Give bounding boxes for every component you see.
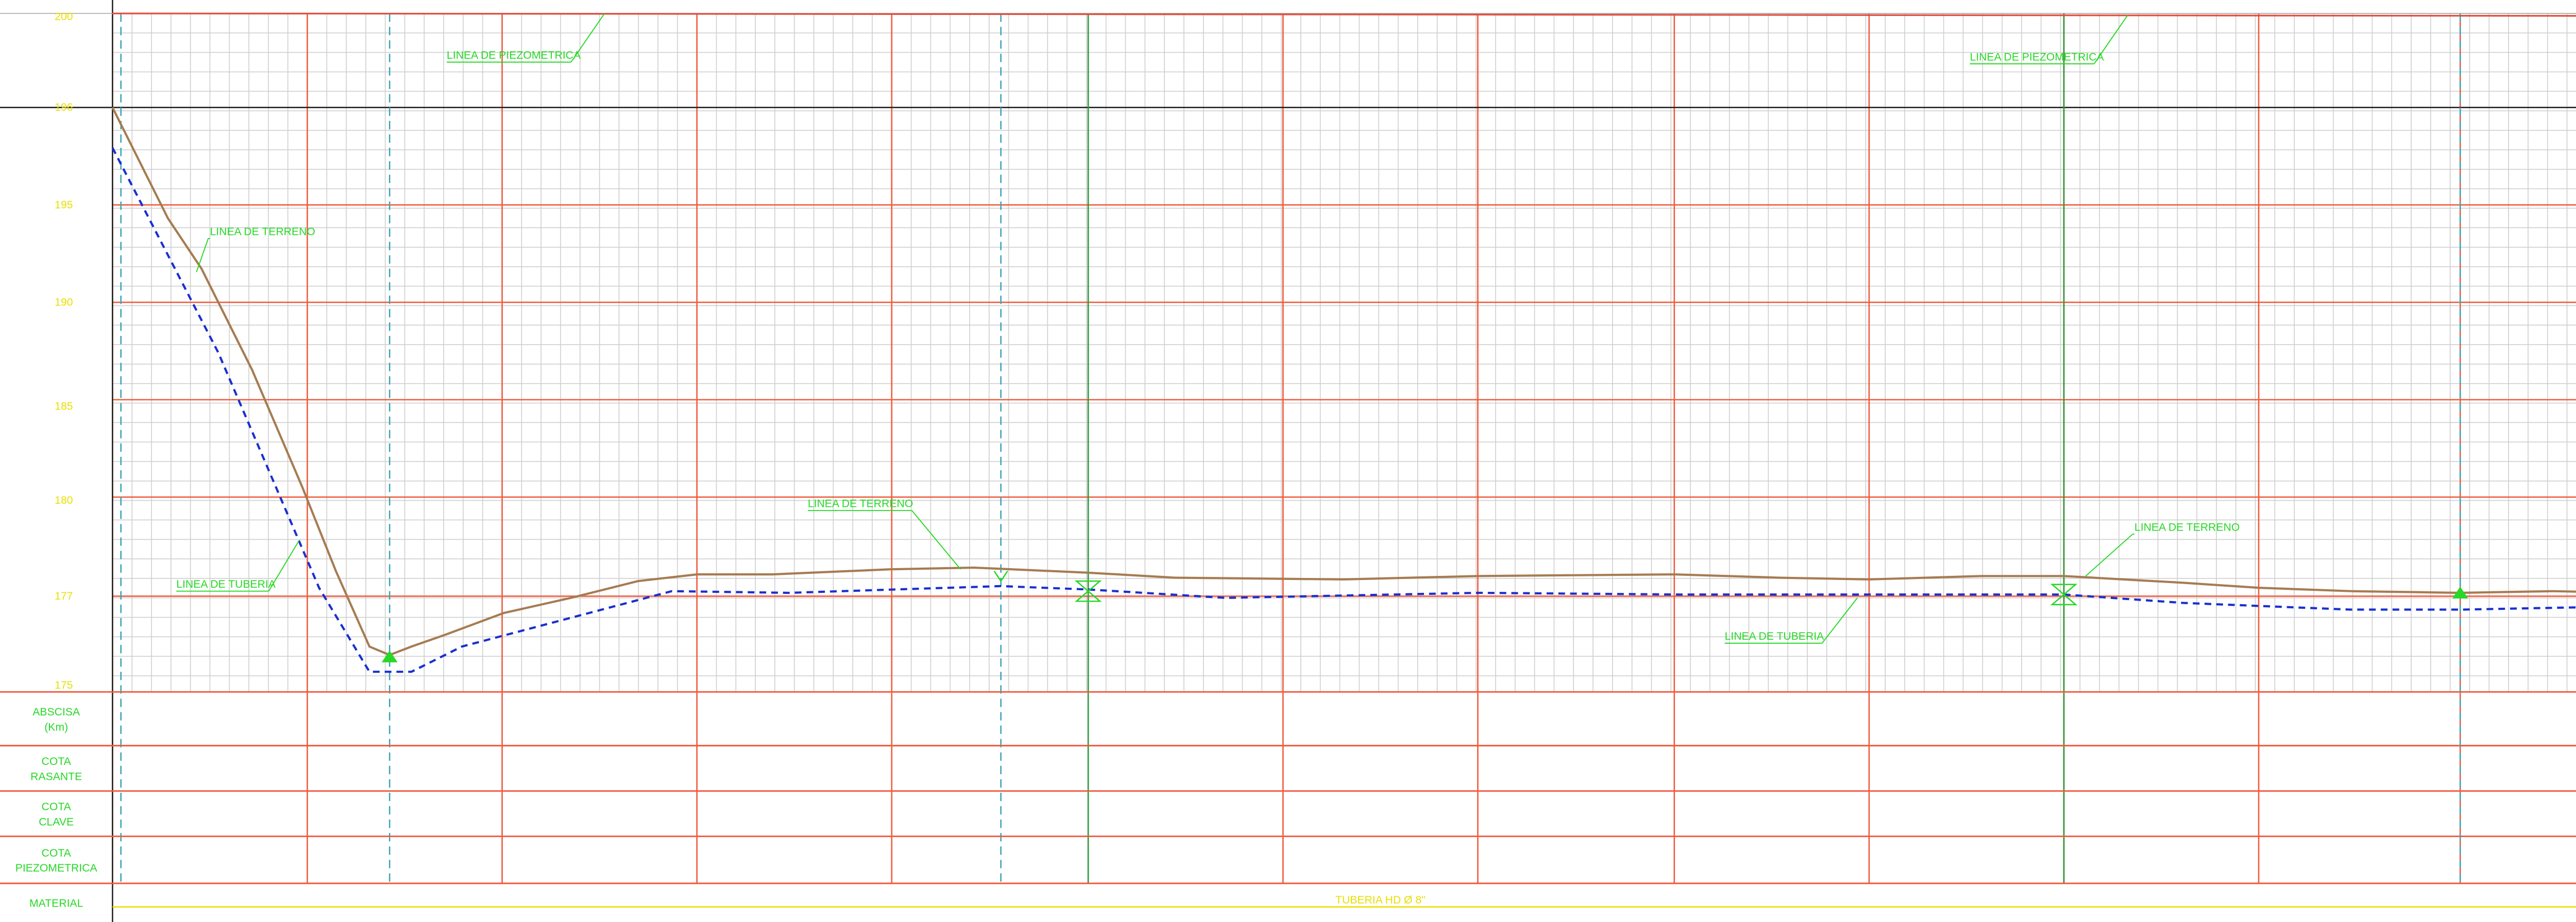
row-header: ABSCISA	[32, 706, 80, 718]
leader	[268, 540, 300, 592]
piezometric-line	[112, 12, 2576, 17]
row-header: PIEZOMETRICA	[15, 862, 98, 874]
annotation: LINEA DE TUBERIA	[1725, 630, 1825, 642]
valve-symbols	[381, 570, 2468, 662]
annotation: LINEA DE TERRENO	[808, 498, 913, 510]
elevation-label: 175	[55, 679, 73, 691]
annotation: LINEA DE PIEZOMETRICA	[1970, 51, 2104, 63]
pipe-line	[111, 147, 2576, 673]
material-label: TUBERIA HD Ø 8"	[1335, 894, 1426, 906]
annotation: LINEA DE PIEZOMETRICA	[447, 49, 581, 61]
leader	[196, 238, 209, 272]
row-header: CLAVE	[39, 816, 74, 828]
row-header: MATERIAL	[29, 898, 83, 910]
elevation-label: 196	[55, 101, 73, 113]
leader	[2085, 534, 2133, 577]
terrain-line	[111, 107, 2576, 656]
leader	[570, 13, 605, 63]
elevation-label: 200	[55, 11, 73, 23]
elevation-label: 180	[55, 494, 73, 506]
row-header: COTA	[42, 756, 72, 767]
row-header: COTA	[42, 847, 72, 859]
row-header: (Km)	[44, 721, 68, 733]
elevation-label: 190	[55, 296, 73, 308]
leader	[911, 510, 961, 570]
elevation-label: 195	[55, 199, 73, 211]
annotation: LINEA DE TERRENO	[2134, 521, 2240, 533]
row-header: RASANTE	[30, 771, 82, 782]
elevation-label: 177	[55, 590, 73, 602]
labels: ABSCISA (Km) COTA RASANTE COTA CLAVE COTA PIEZO…	[15, 11, 2240, 910]
annotation: LINEA DE TUBERIA	[176, 578, 276, 590]
leader	[2093, 14, 2128, 64]
annotation: LINEA DE TERRENO	[210, 226, 315, 237]
row-header: COTA	[42, 801, 72, 813]
leader	[1821, 597, 1858, 644]
elevation-label: 185	[55, 401, 73, 413]
